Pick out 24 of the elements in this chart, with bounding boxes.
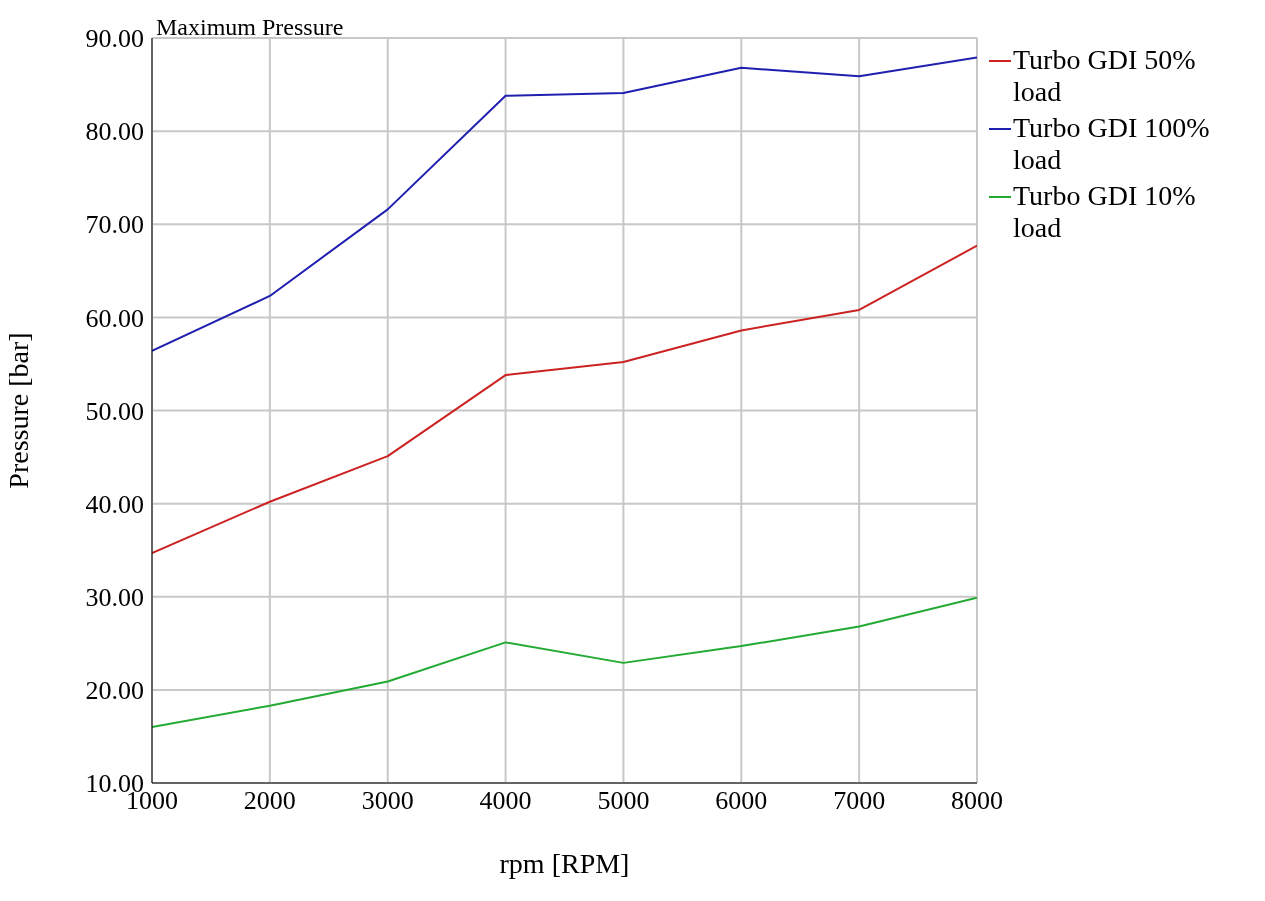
legend-label: Turbo GDI 50% load <box>1013 44 1197 108</box>
legend-label: Turbo GDI 100% load <box>1013 112 1211 176</box>
x-tick-label: 6000 <box>715 786 768 816</box>
y-tick-label: 30.00 <box>85 582 144 612</box>
y-tick-label: 80.00 <box>85 117 144 147</box>
x-tick-label: 7000 <box>833 786 886 816</box>
y-tick-label: 70.00 <box>85 210 144 240</box>
x-tick-label: 5000 <box>597 786 650 816</box>
line-series <box>152 244 977 554</box>
x-tick-label: 4000 <box>479 786 532 816</box>
x-tick-label: 3000 <box>361 786 414 816</box>
y-tick-label: 50.00 <box>85 396 144 426</box>
y-tick-label: 20.00 <box>85 676 144 706</box>
x-axis-title: rpm [RPM] <box>499 848 630 879</box>
y-tick-label: 40.00 <box>85 489 144 519</box>
line-series <box>152 56 977 352</box>
y-tick-label: 90.00 <box>85 24 144 54</box>
x-tick-label: 2000 <box>243 786 296 816</box>
chart-title: Maximum Pressure <box>156 14 344 41</box>
x-tick-label: 8000 <box>951 786 1003 816</box>
y-axis-title: Pressure [bar] <box>2 332 34 489</box>
line-series <box>152 596 977 729</box>
y-tick-label: 60.00 <box>85 303 144 333</box>
legend-label: Turbo GDI 10% load <box>1013 180 1197 244</box>
